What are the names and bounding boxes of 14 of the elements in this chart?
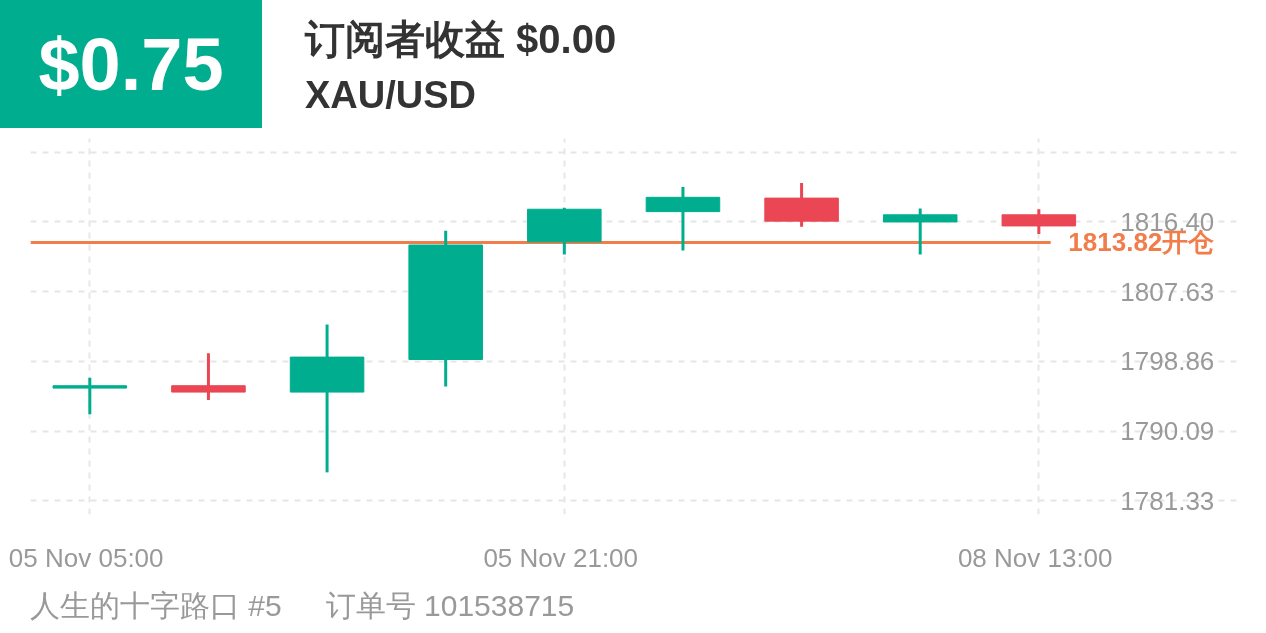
- text: 订单号 101538715: [325, 589, 575, 622]
- y-tick-label: 1798.86: [1120, 346, 1215, 377]
- y-tick-label: 1807.63: [1120, 276, 1215, 307]
- y-tick-label: 1790.09: [1120, 416, 1215, 447]
- candlestick: [52, 376, 128, 415]
- x-tick-label: 08 Nov 13:00: [957, 542, 1113, 573]
- x-tick-label: 05 Nov 05:00: [8, 542, 164, 573]
- x-tick-label: 05 Nov 21:00: [483, 542, 639, 573]
- text: $0.75: [0, 0, 262, 128]
- y-tick-label: 1781.33: [1120, 485, 1215, 516]
- chart-title: 订阅者收益 $0.00: [305, 16, 617, 63]
- chart-subtitle: XAU/USD: [305, 74, 477, 117]
- text: 人生的十字路口 #5: [30, 589, 282, 622]
- candlestick: [171, 353, 246, 401]
